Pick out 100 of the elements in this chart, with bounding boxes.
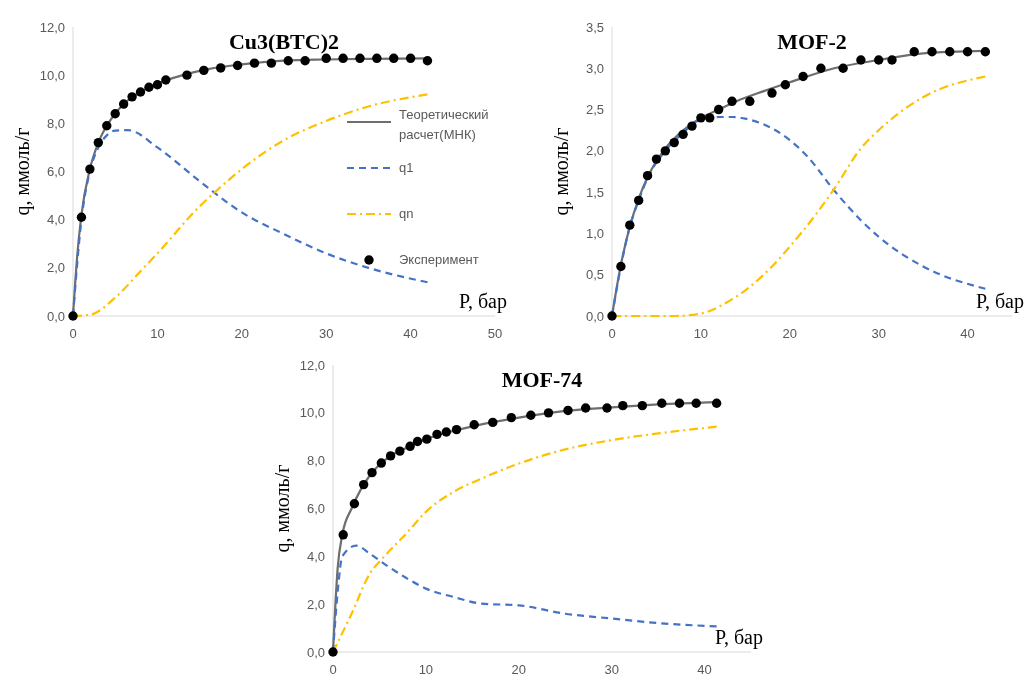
point [927,47,937,57]
chart-title: Cu3(BTC)2 [228,29,340,54]
point [727,96,737,107]
point [980,47,991,57]
legend-label: Эксперимент [399,252,479,267]
y-tick-label: 1,0 [585,225,604,241]
y-tick-label: 3,0 [585,60,604,76]
point [616,261,626,272]
chart-title: MOF-2 [777,29,847,54]
x-tick-label: 50 [487,326,503,341]
point [76,212,87,222]
point [385,451,396,461]
point [422,434,432,444]
point [657,398,667,408]
point [687,121,697,131]
point [68,311,78,321]
x-tick-label: 20 [234,326,250,341]
y-tick-label: 2,5 [585,102,604,118]
point [691,398,701,408]
y-tick-label: 2,0 [585,143,604,159]
y-tick-label: 1,5 [585,184,604,200]
y-tick-label: 10,0 [39,67,65,83]
point [856,55,866,65]
point [506,412,517,423]
point [945,47,955,57]
point [469,420,479,430]
point [405,53,416,64]
x-tick-label: 10 [693,326,709,341]
point [642,170,653,181]
point [637,400,648,411]
y-tick-label: 12,0 [299,357,325,373]
y-tick-label: 10,0 [299,405,325,421]
point [118,99,129,109]
y-tick-label: 2,0 [306,596,325,612]
y-tick-label: 6,0 [46,164,65,179]
point [389,53,399,64]
point [135,87,146,97]
point [962,47,973,57]
y-tick-label: 3,5 [585,19,604,35]
point [85,164,95,174]
y-tick-label: 12,0 [39,19,65,35]
x-tick-label: 40 [960,326,975,341]
y-tick-label: 0,0 [46,308,65,324]
x-tick-label: 30 [604,662,619,677]
point [607,311,617,321]
point [838,63,848,73]
point [713,104,724,115]
point [873,55,884,65]
y-tick-label: 6,0 [306,501,325,516]
x-tick-label: 10 [418,662,434,677]
x-tick-label: 30 [871,326,886,341]
point [767,88,777,98]
y-tick-label: 0,0 [306,644,325,660]
point [798,71,808,82]
y-axis-title: q, ммоль/г [11,127,34,216]
point [909,47,919,57]
point [745,96,755,107]
point [232,60,243,71]
y-tick-label: 0,5 [585,267,604,283]
x-tick-label: 40 [697,662,712,677]
point [161,75,171,85]
x-tick-label: 30 [318,326,334,341]
point [182,70,192,80]
chart-title: MOF-74 [501,367,583,392]
legend-label: qn [399,206,414,221]
point [372,53,382,64]
point [651,154,662,164]
x-tick-label: 40 [403,326,418,341]
point [526,410,536,420]
point [358,479,369,490]
point [618,400,628,411]
point [300,56,310,66]
point [696,113,706,123]
point [376,458,386,468]
point [816,63,826,73]
y-tick-label: 8,0 [46,115,65,131]
point [441,427,452,437]
point [349,499,360,509]
point [633,195,644,206]
point [488,417,498,428]
point [321,53,331,64]
point [580,403,591,413]
point [338,53,348,64]
point [355,53,365,64]
point [249,58,260,68]
point [283,56,293,66]
point [412,436,423,447]
point [110,109,120,119]
x-tick-label: 20 [511,662,527,677]
y-tick-label: 8,0 [306,453,325,469]
x-tick-label: 0 [329,662,337,677]
point [432,429,442,440]
x-axis-title: P, бар [976,290,1024,313]
point [422,56,433,66]
point [216,63,226,73]
legend-label: Теоретический расчет(МНК) [399,107,489,142]
legend-label: q1 [399,160,414,175]
point [543,408,554,418]
point [674,398,685,408]
point [405,441,415,452]
